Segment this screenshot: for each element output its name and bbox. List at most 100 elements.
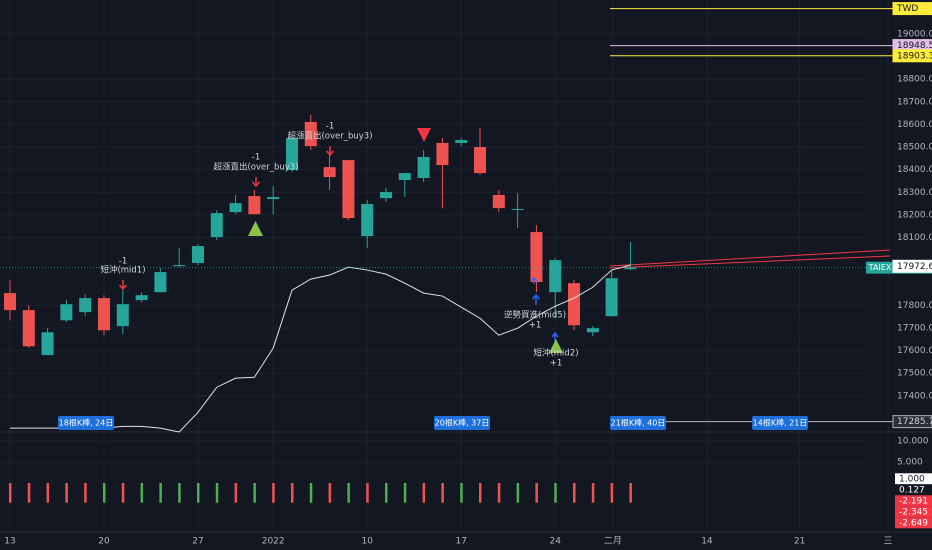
indicator-bar (384, 482, 388, 503)
indicator-bar (516, 482, 520, 503)
indicator-bar (159, 482, 162, 503)
y-tick-label: 18100.00 (897, 233, 932, 243)
indicator-bar (422, 482, 426, 503)
level-label: TWD (896, 4, 918, 14)
indicator-bar (573, 482, 576, 503)
level-label: 18948.55 (897, 41, 932, 51)
signal-qty: +1 (550, 359, 563, 369)
candle-body (285, 137, 298, 171)
x-tick-label: 24 (549, 537, 561, 547)
value-marker (895, 517, 932, 529)
candle-body (455, 140, 468, 143)
indicator-bar (140, 482, 144, 503)
indicator-bar (178, 482, 181, 503)
indicator-bar (272, 482, 275, 503)
value-marker-label: 0.127 (899, 485, 925, 495)
range-box (434, 416, 490, 430)
y-tick-label: 19000.00 (897, 29, 932, 39)
candle-body (342, 160, 355, 219)
candle-body (97, 298, 110, 331)
candle-body (60, 304, 73, 321)
indicator-bar (8, 482, 12, 503)
indicator-bar (554, 482, 557, 503)
buy-arrow (551, 331, 559, 342)
candle-body (379, 192, 392, 199)
signal-qty: -1 (326, 122, 334, 132)
x-tick-label: 10 (361, 537, 373, 547)
candle-body (248, 196, 261, 215)
indicator-bar (309, 482, 313, 503)
candle-body (229, 203, 242, 213)
level-tag (892, 259, 932, 273)
sell-arrow (251, 177, 261, 188)
signal-qty: +1 (529, 321, 542, 331)
candle-body (116, 304, 129, 327)
indicator-bar (84, 482, 87, 503)
sell-arrow (325, 146, 335, 157)
indicator-bar (46, 482, 50, 503)
name-tag (866, 261, 895, 274)
y-tick-label: 17500.00 (897, 369, 932, 379)
level-label: 18903.36 (897, 51, 932, 61)
candle-body (154, 272, 167, 293)
y-tick-label: 18300.00 (897, 188, 932, 198)
x-tick-label: 17 (455, 537, 466, 547)
indicator-bar (366, 482, 369, 503)
x-tick-label: 2022 (262, 537, 285, 547)
indicator-bar (102, 482, 106, 503)
indicator-bar (347, 482, 350, 503)
range-box (610, 416, 666, 430)
candle-body (135, 295, 148, 301)
signal-text: 超漲賣出(over_buy3) (213, 162, 298, 173)
candle-body (605, 278, 618, 317)
indicator-bar (460, 482, 463, 503)
indicator-bar (441, 482, 444, 503)
x-tick-label: 20 (98, 537, 110, 547)
y-tick-label: 17600.00 (897, 346, 932, 356)
candle-body (417, 156, 430, 179)
indicator-bar (535, 482, 538, 503)
value-marker (895, 473, 932, 485)
buy-arrow (530, 277, 538, 284)
x-tick-label: 14 (701, 537, 713, 547)
candle-body (624, 267, 637, 270)
y2-tick-label: 10.000 (897, 436, 929, 446)
indicator-bar (403, 482, 407, 503)
range-label: 20根K棒, 37日 (435, 418, 490, 428)
x-tick-label: 二月 (604, 536, 622, 547)
y-tick-label: 18700.00 (897, 97, 932, 107)
candle-body (210, 213, 223, 238)
indicator-bar (629, 482, 632, 503)
y-tick-label: 18200.00 (897, 210, 932, 220)
sell-arrow (118, 280, 128, 291)
signal-text: 超漲賣出(over_buy3) (287, 131, 372, 142)
level-label: 17285.79 (897, 417, 932, 427)
y-tick-label: 17400.00 (897, 391, 932, 401)
x-tick-label: 21 (794, 537, 805, 547)
indicator-bar (65, 482, 68, 503)
range-label: 14根K棒, 21日 (753, 418, 808, 428)
candle-body (568, 283, 581, 326)
indicator-bar (215, 482, 219, 503)
y-tick-label: 18500.00 (897, 143, 932, 153)
range-box (752, 416, 808, 430)
level-tag (892, 415, 932, 429)
indicator-bar (27, 482, 31, 503)
candle-body (474, 147, 487, 174)
sell-triangle (417, 128, 431, 142)
candle-body (549, 260, 562, 293)
level-label: 17972.61 (897, 262, 932, 272)
buy-triangle (549, 339, 563, 353)
y-tick-label: 18400.00 (897, 165, 932, 175)
indicator-bar (591, 482, 595, 503)
signal-qty: -1 (119, 257, 127, 267)
candle-body (304, 121, 317, 147)
indicator-bar (121, 482, 125, 503)
signal-text: 短沖(mid1) (100, 265, 145, 276)
indicator-bar (290, 482, 294, 503)
buy-triangle (248, 221, 263, 236)
indicator-bar (328, 482, 332, 503)
x-tick-label: 13 (4, 537, 15, 547)
indicator-bar (610, 482, 614, 503)
candle-body (267, 197, 280, 200)
